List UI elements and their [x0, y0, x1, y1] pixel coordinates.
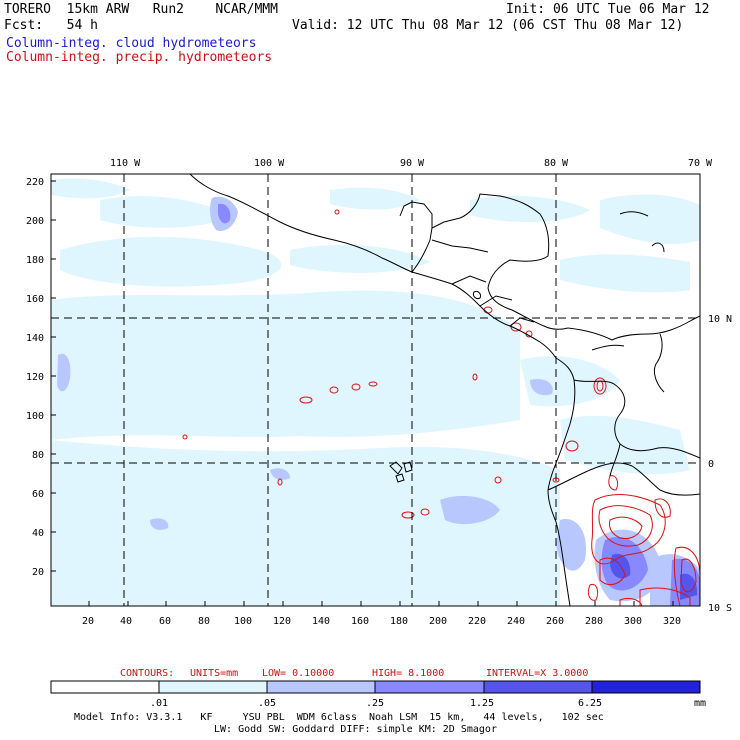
y-tick: 40 [32, 528, 44, 539]
colorbar-label: .25 [366, 698, 384, 709]
y-tick: 180 [26, 255, 44, 266]
colorbar-swatch [483, 680, 593, 694]
valid-time: Valid: 12 UTC Thu 08 Mar 12 (06 CST Thu … [292, 18, 684, 33]
y-tick: 200 [26, 216, 44, 227]
x-tick: 120 [273, 616, 291, 627]
x-tick: 300 [624, 616, 642, 627]
y-tick: 60 [32, 489, 44, 500]
x-tick: 260 [546, 616, 564, 627]
x-tick: 160 [351, 616, 369, 627]
lat-label: 0 [708, 459, 714, 470]
x-tick: 280 [585, 616, 603, 627]
contour-low: LOW= 0.10000 [262, 668, 334, 679]
x-tick: 80 [198, 616, 210, 627]
colorbar-label: .01 [150, 698, 168, 709]
contour-interval: INTERVAL=X 3.0000 [486, 668, 588, 679]
y-tick: 160 [26, 294, 44, 305]
colorbar-swatch [158, 680, 268, 694]
x-tick: 60 [159, 616, 171, 627]
x-tick: 40 [120, 616, 132, 627]
x-tick: 140 [312, 616, 330, 627]
init-time: Init: 06 UTC Tue 06 Mar 12 [506, 2, 710, 17]
lat-label: 10 S [708, 603, 732, 614]
contour-units: UNITS=mm [190, 668, 238, 679]
x-tick: 220 [468, 616, 486, 627]
contour-high: HIGH= 8.1000 [372, 668, 444, 679]
lon-label: 100 W [254, 158, 285, 169]
colorbar-swatch [591, 680, 701, 694]
y-tick: 220 [26, 177, 44, 188]
forecast-hour: Fcst: 54 h [4, 18, 98, 33]
cloud-field [51, 174, 700, 606]
colorbar-unit: mm [694, 698, 706, 709]
y-tick: 140 [26, 333, 44, 344]
contours-label: CONTOURS: [120, 668, 174, 679]
lon-label: 80 W [544, 158, 569, 169]
colorbar-label: 1.25 [470, 698, 494, 709]
y-tick: 20 [32, 567, 44, 578]
x-tick: 100 [234, 616, 252, 627]
y-tick: 120 [26, 372, 44, 383]
colorbar-label: .05 [258, 698, 276, 709]
colorbar-label: 6.25 [578, 698, 602, 709]
physics-info: LW: Godd SW: Goddard DIFF: simple KM: 2D… [214, 724, 497, 735]
colorbar-swatch [50, 680, 160, 694]
model-title: TORERO 15km ARW Run2 NCAR/MMM [4, 2, 278, 17]
precip-legend-label: Column-integ. precip. hydrometeors [6, 50, 273, 65]
x-tick: 240 [507, 616, 525, 627]
colorbar-swatch [374, 680, 485, 694]
y-tick: 100 [26, 411, 44, 422]
lon-label: 110 W [110, 158, 141, 169]
lon-label: 90 W [400, 158, 425, 169]
x-tick: 200 [429, 616, 447, 627]
x-tick: 20 [82, 616, 94, 627]
colorbar-swatch [266, 680, 376, 694]
plot-frame [50, 173, 701, 607]
lat-label: 10 N [708, 314, 732, 325]
colorbar [50, 680, 701, 694]
y-tick: 80 [32, 450, 44, 461]
model-info: Model Info: V3.3.1 KF YSU PBL WDM 6class… [74, 712, 604, 723]
x-tick: 320 [663, 616, 681, 627]
lon-label: 70 W [688, 158, 713, 169]
x-tick: 180 [390, 616, 408, 627]
cloud-legend-label: Column-integ. cloud hydrometeors [6, 36, 257, 51]
